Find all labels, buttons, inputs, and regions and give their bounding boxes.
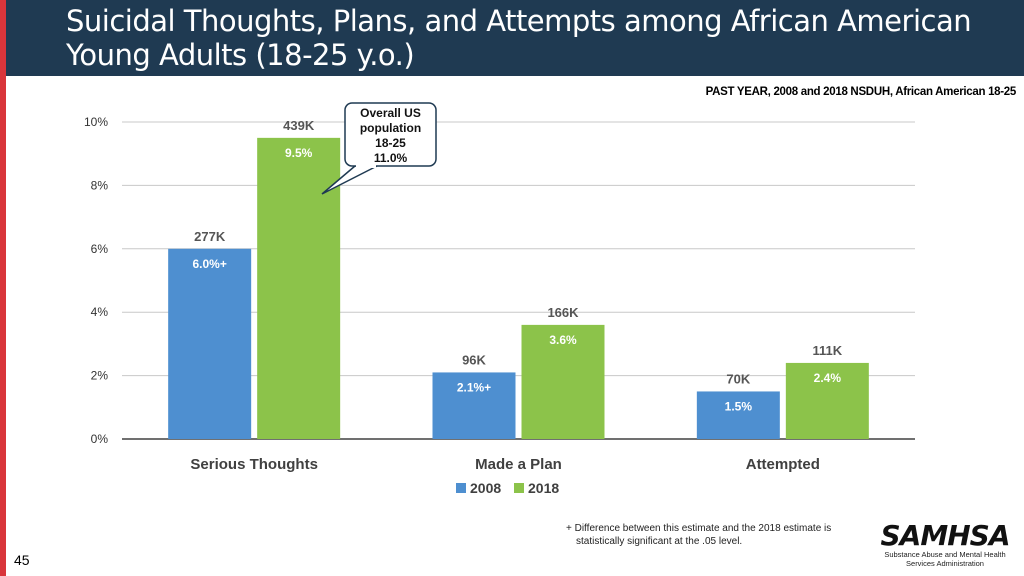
left-accent-bar [0, 0, 6, 576]
page-title: Suicidal Thoughts, Plans, and Attempts a… [66, 4, 972, 72]
data-label: 9.5% [285, 146, 313, 160]
legend-swatch-2018 [514, 483, 524, 493]
y-tick-label: 4% [91, 305, 109, 319]
data-label: 3.6% [549, 333, 577, 347]
y-tick-label: 10% [84, 115, 108, 129]
legend-label-2018: 2018 [528, 480, 559, 496]
data-label: 2.1%+ [457, 380, 491, 394]
logo-subtitle-2: Services Administration [906, 559, 984, 568]
data-label: 2.4% [814, 371, 842, 385]
logo-subtitle-1: Substance Abuse and Mental Health [884, 550, 1006, 559]
legend-swatch-2008 [456, 483, 466, 493]
x-category-label: Made a Plan [475, 456, 562, 473]
bar-2018-1 [521, 324, 605, 439]
footnote-line-1: + Difference between this estimate and t… [566, 523, 832, 534]
count-label: 70K [726, 371, 750, 386]
callout-text-line: population [360, 121, 421, 135]
count-label: 111K [813, 343, 843, 358]
footnote: + Difference between this estimate and t… [566, 522, 866, 548]
chart-subtitle: PAST YEAR, 2008 and 2018 NSDUH, African … [705, 86, 1017, 98]
x-category-label: Serious Thoughts [190, 456, 318, 473]
bar-2018-0 [257, 137, 341, 439]
y-tick-label: 2% [91, 369, 109, 383]
y-tick-label: 6% [91, 242, 109, 256]
y-tick-label: 8% [91, 178, 109, 192]
samhsa-logo: SAMHSA Substance Abuse and Mental Health… [880, 519, 1011, 569]
count-label: 96K [462, 352, 486, 367]
data-label: 6.0%+ [192, 257, 226, 271]
y-tick-label: 0% [91, 432, 109, 446]
count-label: 439K [283, 118, 315, 133]
callout-seam [356, 164, 376, 168]
callout-text-line: Overall US [360, 106, 421, 120]
header-bar: Suicidal Thoughts, Plans, and Attempts a… [6, 0, 1024, 76]
count-label: 166K [547, 305, 579, 320]
count-label: 277K [194, 229, 226, 244]
bar-2018-2 [785, 362, 869, 439]
page-number: 45 [14, 552, 30, 568]
callout-text-line: 11.0% [374, 151, 408, 165]
bar-2008-2 [696, 391, 780, 439]
callout-box [344, 102, 437, 167]
data-label: 1.5% [725, 399, 753, 413]
bar-2008-0 [168, 248, 252, 439]
footnote-line-2: statistically significant at the .05 lev… [576, 536, 743, 547]
legend-label-2008: 2008 [470, 480, 501, 496]
callout-text-line: 18-25 [375, 136, 406, 150]
bar-2008-1 [432, 372, 516, 439]
bar-chart: 0% 2% 4% 6% 8% 10% 6.0%+ 277K 9.5% 439K Serious Th… [84, 102, 915, 496]
x-category-label: Attempted [746, 456, 820, 473]
logo-wordmark: SAMHSA [880, 519, 1011, 552]
